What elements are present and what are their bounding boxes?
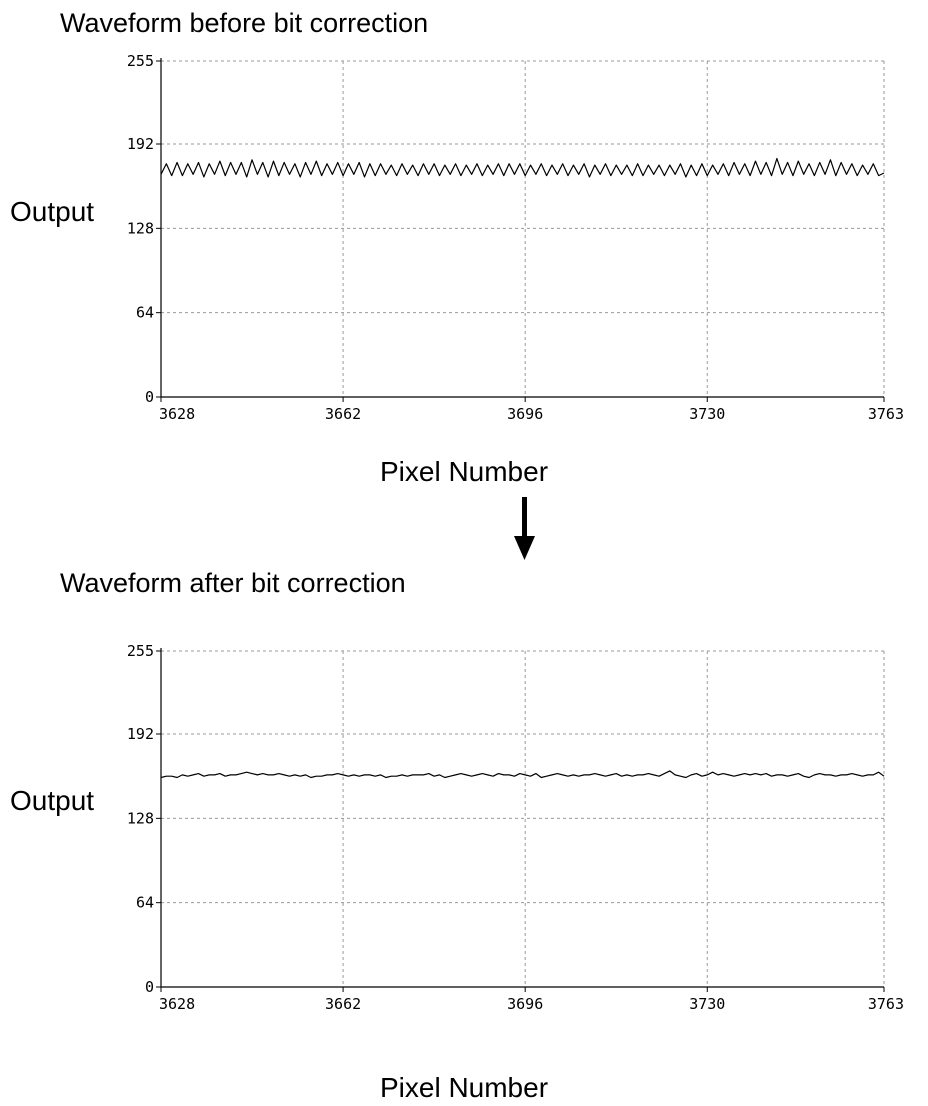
x-tick-label-before: 3662 xyxy=(325,405,361,423)
y-tick-label-before: 192 xyxy=(127,135,154,153)
y-tick-label-after: 192 xyxy=(127,725,154,743)
y-tick-label-after: 128 xyxy=(127,809,154,827)
y-tick-label-after: 64 xyxy=(136,894,154,912)
y-axis-label-after: Output xyxy=(10,785,95,816)
x-axis-label-before: Pixel Number xyxy=(379,456,549,487)
x-tick-label-before: 3763 xyxy=(868,405,904,423)
x-tick-label-after: 3730 xyxy=(689,995,725,1013)
y-tick-label-before: 128 xyxy=(127,219,154,237)
x-tick-label-before: 3696 xyxy=(507,405,543,423)
chart-title-before: Waveform before bit correction xyxy=(60,8,429,38)
chart-title-after: Waveform after bit correction xyxy=(60,568,406,598)
plot-after: 0 64 128 192 255 3628 3662 3696 3730 3763 xyxy=(127,642,904,1013)
y-tick-label-before: 64 xyxy=(136,304,154,322)
y-tick-label-before: 255 xyxy=(127,52,154,70)
x-tick-label-before: 3730 xyxy=(689,405,725,423)
y-tick-label-after: 255 xyxy=(127,642,154,660)
plot-before: 0 64 128 192 255 3628 3662 3696 3730 3763 xyxy=(127,52,904,423)
x-axis-label-after: Pixel Number xyxy=(379,1072,549,1103)
series-line-before-0 xyxy=(160,157,885,178)
x-tick-label-after: 3696 xyxy=(507,995,543,1013)
x-tick-label-after: 3763 xyxy=(868,995,904,1013)
y-axis-label-before: Output xyxy=(10,196,95,227)
x-tick-label-before: 3628 xyxy=(159,405,195,423)
x-tick-label-after: 3628 xyxy=(159,995,195,1013)
x-tick-label-after: 3662 xyxy=(325,995,361,1013)
y-tick-label-after: 0 xyxy=(145,978,154,996)
y-tick-label-before: 0 xyxy=(145,388,154,406)
series-line-after-0 xyxy=(160,770,885,779)
